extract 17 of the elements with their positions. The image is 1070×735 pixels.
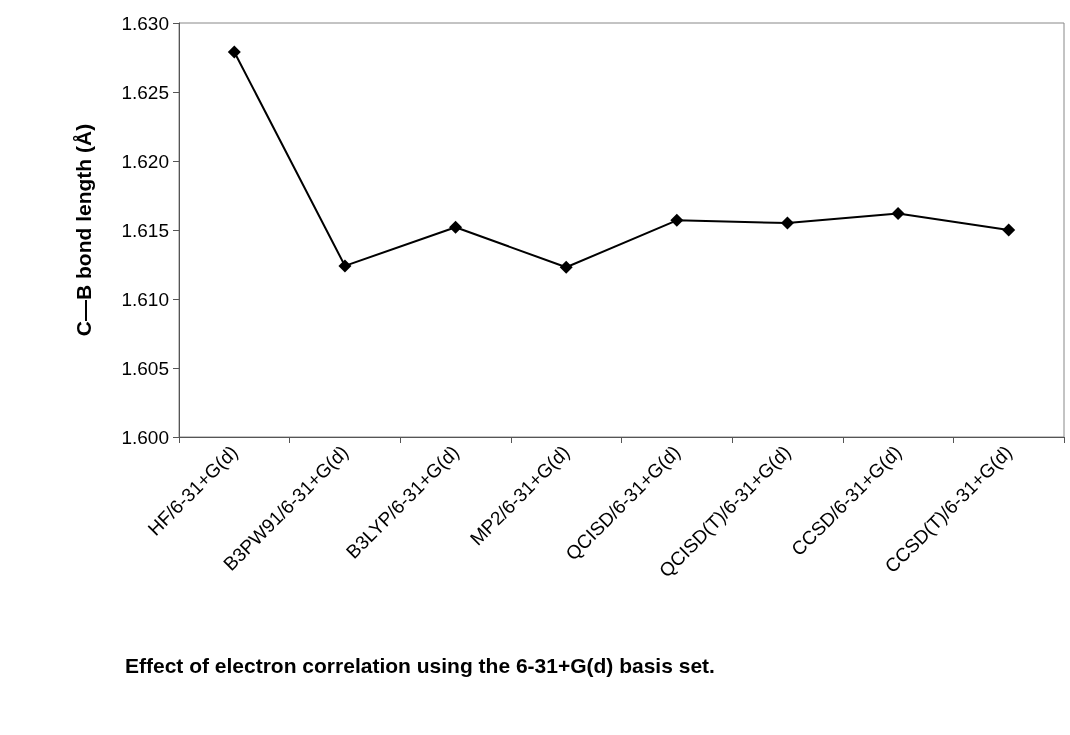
point [780, 216, 794, 230]
point [559, 260, 573, 274]
point [449, 220, 463, 234]
y-axis-title: C—B bond length (Å) [72, 123, 95, 337]
y-tick-label: 1.630 [121, 12, 169, 34]
point [338, 259, 352, 273]
y-tick-label: 1.620 [121, 150, 169, 172]
y-tick-label: 1.610 [121, 288, 169, 310]
text: Effect of electron correlation using the 6-31+G(d) basis set. [125, 654, 715, 677]
y-tick-label: 1.625 [121, 81, 169, 103]
point [1002, 223, 1016, 237]
point [670, 213, 684, 227]
y-tick-label: 1.615 [121, 219, 169, 241]
point [227, 45, 241, 59]
y-tick-label: 1.600 [121, 426, 169, 448]
point [891, 206, 905, 220]
y-tick-label: 1.605 [121, 357, 169, 379]
